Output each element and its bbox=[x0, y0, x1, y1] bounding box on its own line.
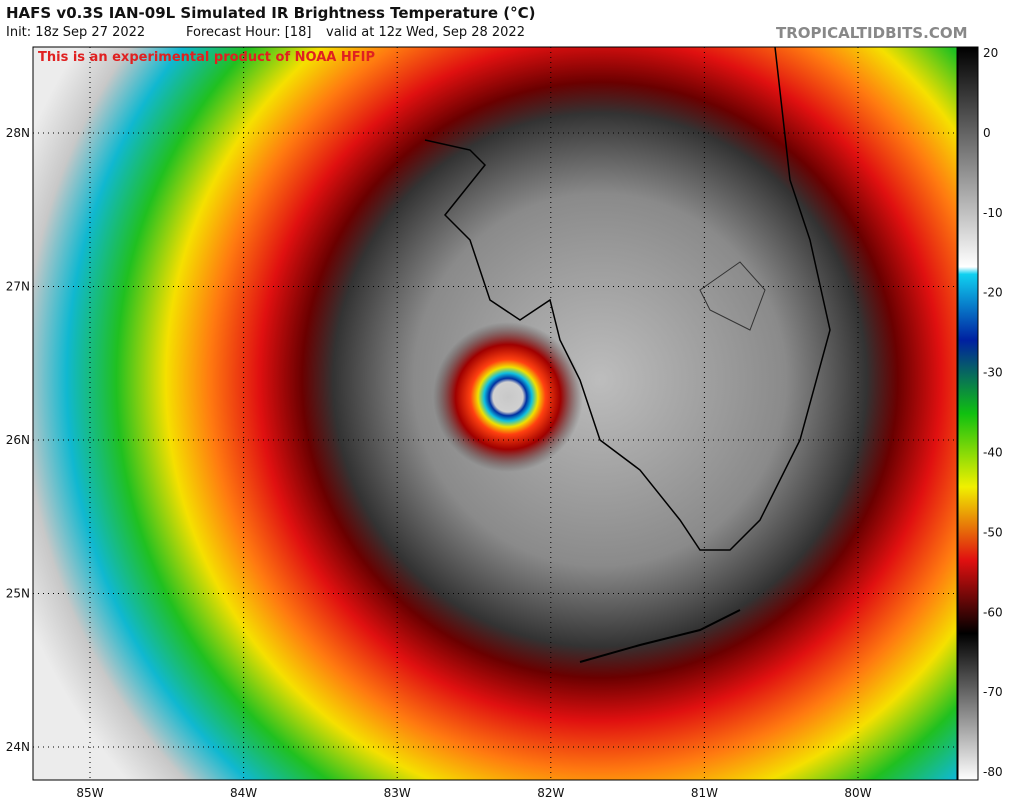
colorbar-label: -20 bbox=[983, 286, 1003, 300]
lat-label: 25N bbox=[6, 587, 30, 601]
colorbar-label: -40 bbox=[983, 446, 1003, 460]
init-time: Init: 18z Sep 27 2022 bbox=[6, 25, 146, 40]
lon-label: 82W bbox=[537, 786, 564, 800]
colorbar-label: -50 bbox=[983, 525, 1003, 539]
colorbar-label: -30 bbox=[983, 366, 1003, 380]
notice: This is an experimental product of NOAA … bbox=[38, 50, 376, 65]
colorbar-label: 0 bbox=[983, 126, 991, 140]
source: TROPICALTIDBITS.COM bbox=[776, 24, 968, 42]
map-frame bbox=[32, 46, 958, 781]
lat-label: 28N bbox=[6, 126, 30, 140]
lon-label: 84W bbox=[230, 786, 257, 800]
lat-label: 24N bbox=[6, 740, 30, 754]
valid-time: valid at 12z Wed, Sep 28 2022 bbox=[326, 25, 525, 40]
forecast-hour: Forecast Hour: [18] bbox=[186, 25, 312, 40]
lon-label: 83W bbox=[384, 786, 411, 800]
lake bbox=[699, 261, 766, 331]
title: HAFS v0.3S IAN-09L Simulated IR Brightne… bbox=[6, 4, 536, 22]
eye bbox=[433, 322, 583, 472]
colorbar-label: 20 bbox=[983, 46, 998, 60]
lat-label: 26N bbox=[6, 433, 30, 447]
coastline bbox=[424, 47, 831, 551]
colorbar bbox=[957, 46, 979, 781]
lon-label: 85W bbox=[76, 786, 103, 800]
colorbar-label: -80 bbox=[983, 765, 1003, 779]
lat-label: 27N bbox=[6, 280, 30, 294]
lon-label: 80W bbox=[844, 786, 871, 800]
florida-keys bbox=[579, 609, 741, 663]
lon-label: 81W bbox=[691, 786, 718, 800]
colorbar-label: -60 bbox=[983, 605, 1003, 619]
colorbar-label: -70 bbox=[983, 685, 1003, 699]
colorbar-label: -10 bbox=[983, 206, 1003, 220]
